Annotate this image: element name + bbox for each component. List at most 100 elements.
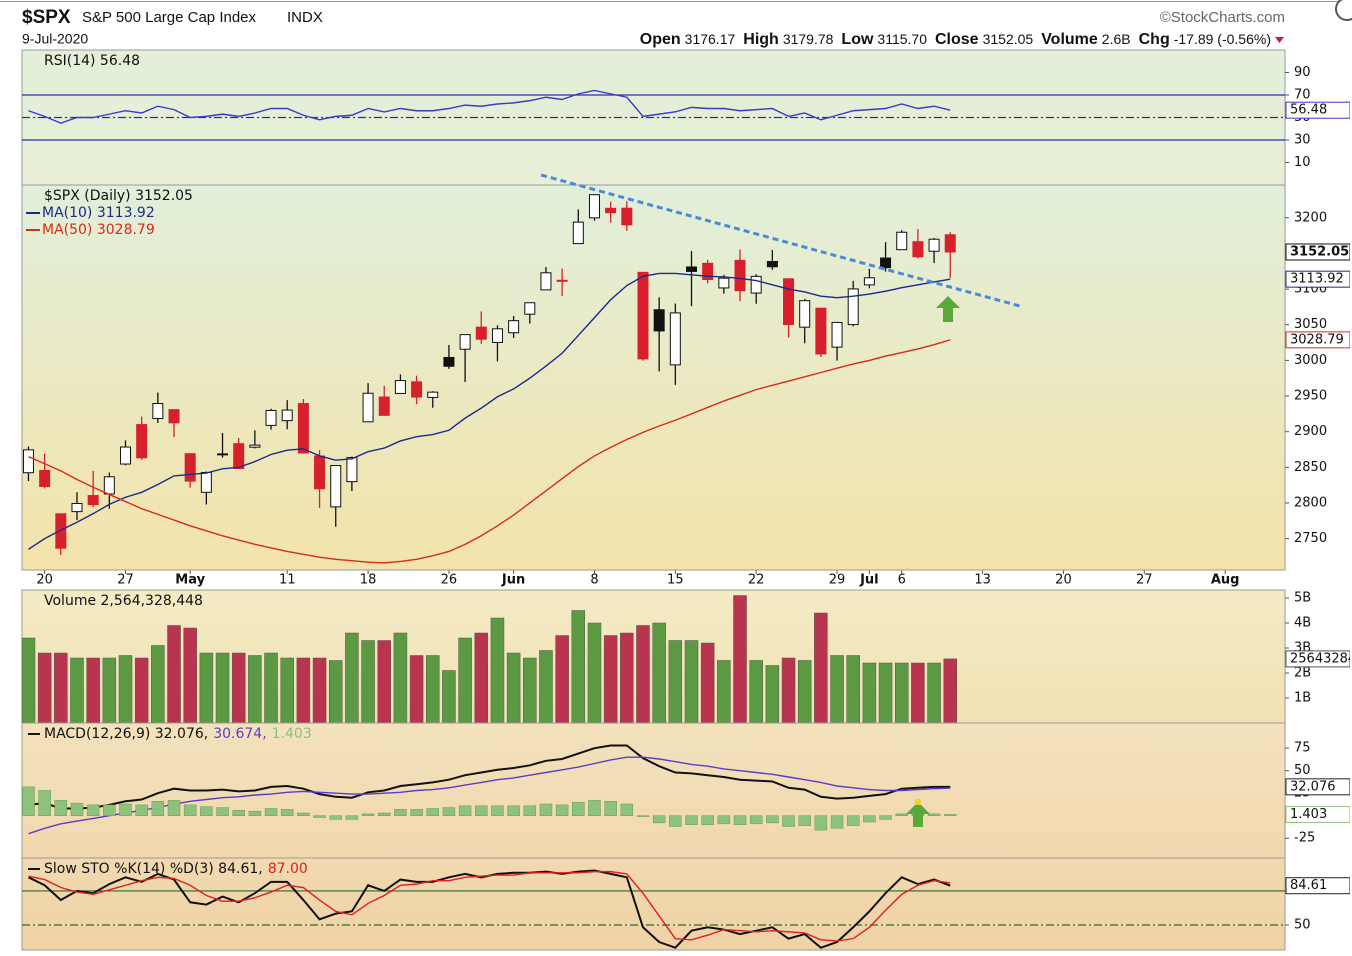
candle-body <box>22 449 34 474</box>
histogram-bar <box>749 815 763 825</box>
histogram-bar <box>523 805 537 816</box>
candle-body <box>346 457 358 483</box>
histogram-bar <box>475 805 488 816</box>
candle-body <box>928 238 940 252</box>
candle-body <box>702 262 714 280</box>
histogram-bar <box>798 815 811 826</box>
volume-bar <box>636 625 650 724</box>
candle-body <box>184 453 196 482</box>
symbol: $SPX <box>22 7 71 28</box>
volume-bar <box>167 625 181 724</box>
candle-body <box>362 392 374 423</box>
y-tick-label: 1B <box>1294 691 1311 706</box>
candle-body <box>103 476 115 495</box>
histogram-bar <box>458 805 472 816</box>
candle-body <box>508 320 520 334</box>
close-button[interactable] <box>1335 0 1352 21</box>
volume-bar <box>458 637 472 724</box>
change-arrow <box>1275 37 1284 43</box>
volume-bar <box>862 662 877 724</box>
index-name: S&P 500 Large Cap Index <box>82 9 257 26</box>
candle-body <box>847 288 859 326</box>
y-tick-label: 2950 <box>1294 389 1327 404</box>
candle-body <box>491 328 503 343</box>
value-box <box>1285 331 1350 349</box>
candle-body <box>540 272 552 291</box>
volume-bar <box>700 642 715 724</box>
histogram-bar <box>264 808 278 816</box>
candle-body <box>588 194 600 219</box>
panel-background <box>21 857 1286 951</box>
volume-bar <box>312 657 327 724</box>
quote-label: High <box>743 31 779 48</box>
volume-bar <box>797 660 812 724</box>
volume-bar <box>215 652 230 724</box>
candle-body <box>411 381 423 398</box>
volume-bar <box>571 610 586 724</box>
value-box-label: 3028.79 <box>1290 332 1344 347</box>
histogram-bar <box>943 814 957 816</box>
x-tick-label: Jul <box>859 573 879 588</box>
candle-body <box>831 321 843 348</box>
panel-background <box>21 184 1286 571</box>
volume-bar <box>442 670 456 724</box>
volume-bar <box>555 635 569 724</box>
candle-body <box>669 312 681 366</box>
quote-label: Chg <box>1139 31 1170 48</box>
histogram-bar <box>70 802 84 816</box>
volume-bar <box>296 657 311 724</box>
panel-title: $SPX (Daily) 3152.05 <box>44 188 193 204</box>
legend-entry: MA(50) 3028.79 <box>42 222 155 238</box>
histogram-bar <box>846 815 860 826</box>
volume-bar <box>377 640 391 724</box>
x-tick-label: 20 <box>1055 573 1072 588</box>
candle-body <box>686 266 698 272</box>
source: ©StockCharts.com <box>1160 9 1285 26</box>
value-box <box>1285 778 1350 796</box>
candle-body <box>330 465 342 508</box>
exchange: INDX <box>287 9 323 26</box>
volume-bar <box>151 645 165 724</box>
volume-bar <box>345 632 359 724</box>
histogram-bar <box>248 810 262 816</box>
plots: 20 27 May 11 18 26 Jun 8 15 22 29 Jul 6 13 20 27 Aug 90 70… <box>21 49 1350 951</box>
histogram-bar <box>685 815 698 825</box>
candle-body <box>621 207 633 226</box>
value-boxes: 56.48 3152.05 3113.92 3028.79 2564328448 32.0… <box>1285 101 1350 895</box>
histogram-bar <box>183 804 197 816</box>
candle-body <box>896 231 908 251</box>
x-tick-label: 18 <box>360 573 377 588</box>
quote-label: Open <box>640 31 681 48</box>
histogram-bar <box>636 815 650 817</box>
candle-body <box>71 502 83 513</box>
y-tick-label: 2800 <box>1294 495 1327 510</box>
value-box-label: 56.48 <box>1290 103 1327 118</box>
y-tick-label: 2B <box>1294 666 1311 681</box>
candle-body <box>39 469 51 487</box>
candle-body <box>556 279 568 282</box>
volume-bar <box>668 640 683 724</box>
histogram-bar <box>733 815 747 825</box>
volume-bar <box>587 622 602 724</box>
histogram-bar <box>167 800 181 816</box>
histogram-bar <box>669 815 682 827</box>
candle-body <box>783 278 795 326</box>
volume-bar <box>328 660 343 724</box>
candle-body <box>378 396 390 416</box>
value-box-label: 1.403 <box>1290 807 1327 822</box>
histogram-bar <box>766 815 779 824</box>
volume-bar <box>523 657 537 724</box>
candle-body <box>637 271 649 360</box>
value-box-label: 3113.92 <box>1290 272 1344 287</box>
histogram-bar <box>361 813 375 816</box>
quote-value: -17.89 (-0.56%) <box>1174 31 1271 47</box>
histogram-bar <box>491 805 504 816</box>
value-box <box>1285 243 1350 261</box>
volume-bar <box>490 617 505 724</box>
volume-bar <box>911 662 925 724</box>
annotation-arrow <box>906 802 930 827</box>
y-tick-label: 2900 <box>1294 424 1327 439</box>
histogram-bar <box>717 815 731 825</box>
volume-bar <box>733 595 747 724</box>
volume-bar <box>21 637 36 724</box>
